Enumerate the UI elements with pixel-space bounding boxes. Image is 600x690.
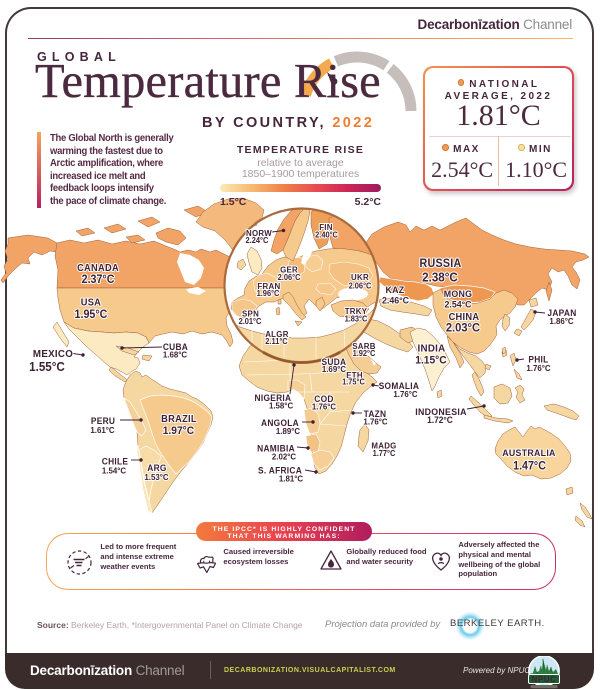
- svg-text:1.77°C: 1.77°C: [373, 449, 396, 458]
- svg-text:FRAN: FRAN: [257, 282, 280, 291]
- svg-text:1.97°C: 1.97°C: [163, 425, 195, 437]
- svg-text:JAPAN: JAPAN: [547, 308, 576, 318]
- svg-text:1.89°C: 1.89°C: [276, 427, 300, 436]
- svg-text:1.83°C: 1.83°C: [345, 314, 368, 323]
- svg-text:1.76°C: 1.76°C: [393, 390, 417, 399]
- svg-text:1.61°C: 1.61°C: [90, 426, 114, 435]
- svg-text:TAZN: TAZN: [364, 409, 387, 419]
- svg-text:TRKY: TRKY: [345, 307, 368, 316]
- svg-text:S. AFRICA: S. AFRICA: [258, 465, 302, 475]
- svg-text:ETH: ETH: [346, 371, 363, 380]
- svg-text:1.86°C: 1.86°C: [549, 317, 573, 326]
- svg-text:SUDA: SUDA: [322, 357, 347, 367]
- svg-text:1.95°C: 1.95°C: [75, 309, 108, 321]
- svg-text:1.72°C: 1.72°C: [427, 415, 453, 425]
- svg-text:1.96°C: 1.96°C: [257, 289, 280, 298]
- svg-text:GER: GER: [280, 265, 298, 274]
- svg-text:MEXICO: MEXICO: [33, 349, 73, 360]
- svg-text:BRAZIL: BRAZIL: [161, 414, 197, 425]
- svg-text:2.38°C: 2.38°C: [422, 270, 458, 284]
- svg-text:1.47°C: 1.47°C: [513, 460, 546, 472]
- svg-text:CHILE: CHILE: [102, 456, 129, 466]
- svg-text:2.03°C: 2.03°C: [446, 322, 481, 334]
- svg-text:UKR: UKR: [351, 273, 369, 282]
- svg-text:1.58°C: 1.58°C: [269, 401, 293, 410]
- svg-text:CANADA: CANADA: [77, 263, 119, 274]
- svg-text:2.37°C: 2.37°C: [82, 274, 115, 286]
- svg-text:INDONESIA: INDONESIA: [415, 407, 467, 417]
- svg-text:PERU: PERU: [91, 416, 115, 426]
- svg-text:1.68°C: 1.68°C: [163, 350, 187, 359]
- svg-text:ANGOLA: ANGOLA: [261, 418, 299, 428]
- svg-text:KAZ: KAZ: [385, 285, 404, 295]
- svg-text:2.06°C: 2.06°C: [278, 273, 301, 282]
- svg-text:MADG: MADG: [371, 441, 396, 450]
- svg-text:RUSSIA: RUSSIA: [420, 258, 462, 270]
- svg-text:NPUC: NPUC: [531, 675, 556, 684]
- svg-text:CHINA: CHINA: [449, 312, 480, 323]
- svg-text:1.15°C: 1.15°C: [415, 354, 447, 366]
- svg-text:1.81°C: 1.81°C: [279, 474, 303, 483]
- svg-text:1.76°C: 1.76°C: [312, 402, 336, 411]
- svg-text:2.06°C: 2.06°C: [349, 281, 372, 290]
- svg-text:1.92°C: 1.92°C: [353, 349, 376, 358]
- svg-text:NAMIBIA: NAMIBIA: [257, 443, 295, 453]
- svg-text:FIN: FIN: [319, 223, 333, 232]
- svg-text:1.76°C: 1.76°C: [363, 417, 387, 426]
- svg-text:INDIA: INDIA: [418, 343, 446, 354]
- svg-text:ARG: ARG: [147, 463, 166, 473]
- svg-text:2.40°C: 2.40°C: [315, 230, 338, 239]
- svg-text:ALGR: ALGR: [265, 330, 288, 339]
- svg-text:2.11°C: 2.11°C: [265, 337, 288, 346]
- svg-text:1.54°C: 1.54°C: [102, 466, 126, 475]
- svg-text:SPN: SPN: [242, 309, 259, 318]
- svg-text:AUSTRALIA: AUSTRALIA: [502, 448, 556, 458]
- svg-text:SOMALIA: SOMALIA: [379, 381, 420, 391]
- svg-text:2.01°C: 2.01°C: [239, 317, 262, 326]
- svg-text:COD: COD: [314, 394, 333, 404]
- svg-text:1.69°C: 1.69°C: [322, 365, 346, 374]
- svg-text:PHIL: PHIL: [528, 354, 549, 364]
- svg-text:NORW: NORW: [246, 229, 272, 238]
- svg-text:1.75°C: 1.75°C: [342, 377, 365, 386]
- svg-text:2.24°C: 2.24°C: [246, 236, 269, 245]
- svg-text:1.76°C: 1.76°C: [526, 364, 550, 373]
- svg-text:2.02°C: 2.02°C: [272, 452, 296, 461]
- svg-text:1.53°C: 1.53°C: [144, 473, 168, 482]
- svg-text:NIGERIA: NIGERIA: [255, 393, 292, 403]
- svg-text:SARB: SARB: [352, 342, 375, 351]
- svg-text:CUBA: CUBA: [163, 342, 189, 352]
- svg-text:MONG: MONG: [444, 289, 473, 299]
- svg-text:2.46°C: 2.46°C: [382, 295, 409, 305]
- svg-text:2.54°C: 2.54°C: [444, 299, 471, 309]
- svg-text:1.55°C: 1.55°C: [29, 360, 65, 374]
- svg-text:USA: USA: [81, 297, 101, 308]
